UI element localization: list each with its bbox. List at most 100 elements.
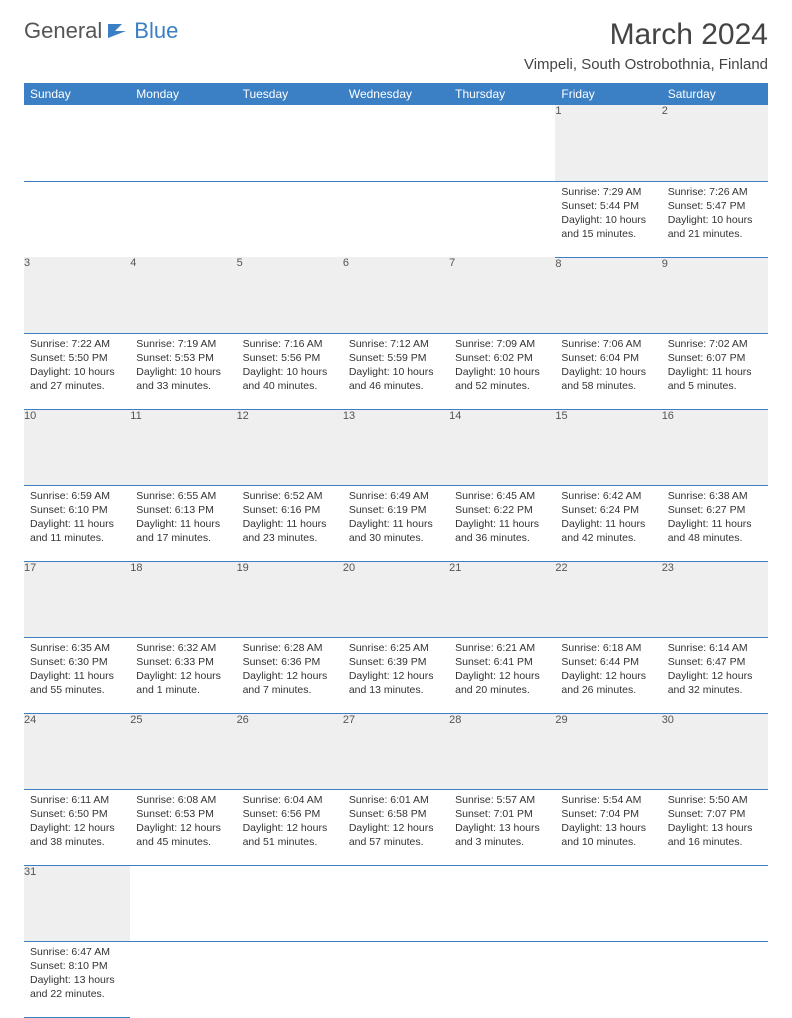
day-cell: Sunrise: 7:12 AMSunset: 5:59 PMDaylight:… — [343, 333, 449, 409]
sunrise-text: Sunrise: 6:35 AM — [30, 641, 124, 655]
sunrise-text: Sunrise: 6:47 AM — [30, 945, 124, 959]
daylight-text: Daylight: 12 hours and 45 minutes. — [136, 821, 230, 849]
daylight-text: Daylight: 10 hours and 52 minutes. — [455, 365, 549, 393]
day-number: 11 — [130, 409, 236, 485]
weekday-header: Tuesday — [237, 83, 343, 105]
day-cell-body: Sunrise: 6:08 AMSunset: 6:53 PMDaylight:… — [130, 790, 236, 855]
sunrise-text: Sunrise: 6:45 AM — [455, 489, 549, 503]
day-cell-body: Sunrise: 6:14 AMSunset: 6:47 PMDaylight:… — [662, 638, 768, 703]
daylight-text: Daylight: 10 hours and 58 minutes. — [561, 365, 655, 393]
day-cell: Sunrise: 7:26 AMSunset: 5:47 PMDaylight:… — [662, 181, 768, 257]
day-cell-body: Sunrise: 6:28 AMSunset: 6:36 PMDaylight:… — [237, 638, 343, 703]
sunrise-text: Sunrise: 6:49 AM — [349, 489, 443, 503]
day-cell-body: Sunrise: 6:45 AMSunset: 6:22 PMDaylight:… — [449, 486, 555, 551]
daylight-text: Daylight: 12 hours and 7 minutes. — [243, 669, 337, 697]
day-number-row: 10111213141516 — [24, 409, 768, 485]
sunrise-text: Sunrise: 7:26 AM — [668, 185, 762, 199]
day-cell: Sunrise: 6:45 AMSunset: 6:22 PMDaylight:… — [449, 485, 555, 561]
day-cell-body: Sunrise: 5:57 AMSunset: 7:01 PMDaylight:… — [449, 790, 555, 855]
day-cell: Sunrise: 6:18 AMSunset: 6:44 PMDaylight:… — [555, 637, 661, 713]
day-cell-body: Sunrise: 6:59 AMSunset: 6:10 PMDaylight:… — [24, 486, 130, 551]
daylight-text: Daylight: 12 hours and 1 minute. — [136, 669, 230, 697]
sunset-text: Sunset: 6:13 PM — [136, 503, 230, 517]
day-number: 3 — [24, 257, 130, 333]
day-number — [237, 105, 343, 181]
day-cell-body: Sunrise: 6:25 AMSunset: 6:39 PMDaylight:… — [343, 638, 449, 703]
day-cell — [555, 941, 661, 1017]
day-cell-body: Sunrise: 7:16 AMSunset: 5:56 PMDaylight:… — [237, 334, 343, 399]
sunset-text: Sunset: 6:50 PM — [30, 807, 124, 821]
day-number: 5 — [237, 257, 343, 333]
day-number: 17 — [24, 561, 130, 637]
daylight-text: Daylight: 11 hours and 48 minutes. — [668, 517, 762, 545]
day-number: 19 — [237, 561, 343, 637]
day-cell — [343, 941, 449, 1017]
day-number: 26 — [237, 713, 343, 789]
day-cell — [24, 181, 130, 257]
sunset-text: Sunset: 6:27 PM — [668, 503, 762, 517]
day-cell-body: Sunrise: 6:35 AMSunset: 6:30 PMDaylight:… — [24, 638, 130, 703]
flag-icon — [108, 18, 130, 44]
sunrise-text: Sunrise: 6:01 AM — [349, 793, 443, 807]
logo-text-blue: Blue — [134, 18, 178, 44]
calendar-table: SundayMondayTuesdayWednesdayThursdayFrid… — [24, 83, 768, 1018]
day-cell-body: Sunrise: 6:11 AMSunset: 6:50 PMDaylight:… — [24, 790, 130, 855]
day-number: 14 — [449, 409, 555, 485]
daylight-text: Daylight: 12 hours and 32 minutes. — [668, 669, 762, 697]
weekday-header: Monday — [130, 83, 236, 105]
day-cell: Sunrise: 6:11 AMSunset: 6:50 PMDaylight:… — [24, 789, 130, 865]
day-content-row: Sunrise: 6:47 AMSunset: 8:10 PMDaylight:… — [24, 941, 768, 1017]
day-number: 12 — [237, 409, 343, 485]
day-cell: Sunrise: 7:16 AMSunset: 5:56 PMDaylight:… — [237, 333, 343, 409]
daylight-text: Daylight: 12 hours and 20 minutes. — [455, 669, 549, 697]
daylight-text: Daylight: 10 hours and 15 minutes. — [561, 213, 655, 241]
day-number: 1 — [555, 105, 661, 181]
sunrise-text: Sunrise: 6:55 AM — [136, 489, 230, 503]
day-number-row: 24252627282930 — [24, 713, 768, 789]
day-number: 10 — [24, 409, 130, 485]
day-cell: Sunrise: 7:19 AMSunset: 5:53 PMDaylight:… — [130, 333, 236, 409]
day-cell-body: Sunrise: 5:50 AMSunset: 7:07 PMDaylight:… — [662, 790, 768, 855]
day-number — [343, 865, 449, 941]
sunset-text: Sunset: 6:44 PM — [561, 655, 655, 669]
sunset-text: Sunset: 6:10 PM — [30, 503, 124, 517]
location-text: Vimpeli, South Ostrobothnia, Finland — [24, 56, 768, 73]
day-cell: Sunrise: 6:14 AMSunset: 6:47 PMDaylight:… — [662, 637, 768, 713]
sunset-text: Sunset: 6:19 PM — [349, 503, 443, 517]
day-cell: Sunrise: 6:08 AMSunset: 6:53 PMDaylight:… — [130, 789, 236, 865]
daylight-text: Daylight: 12 hours and 26 minutes. — [561, 669, 655, 697]
weekday-header: Friday — [555, 83, 661, 105]
day-cell: Sunrise: 6:49 AMSunset: 6:19 PMDaylight:… — [343, 485, 449, 561]
daylight-text: Daylight: 11 hours and 23 minutes. — [243, 517, 337, 545]
day-cell: Sunrise: 5:57 AMSunset: 7:01 PMDaylight:… — [449, 789, 555, 865]
day-number: 25 — [130, 713, 236, 789]
calendar-body: 12Sunrise: 7:29 AMSunset: 5:44 PMDayligh… — [24, 105, 768, 1017]
sunrise-text: Sunrise: 7:29 AM — [561, 185, 655, 199]
sunset-text: Sunset: 6:02 PM — [455, 351, 549, 365]
weekday-header: Thursday — [449, 83, 555, 105]
sunset-text: Sunset: 5:53 PM — [136, 351, 230, 365]
day-cell: Sunrise: 6:21 AMSunset: 6:41 PMDaylight:… — [449, 637, 555, 713]
sunset-text: Sunset: 6:56 PM — [243, 807, 337, 821]
sunset-text: Sunset: 6:07 PM — [668, 351, 762, 365]
day-cell: Sunrise: 7:02 AMSunset: 6:07 PMDaylight:… — [662, 333, 768, 409]
day-cell: Sunrise: 6:59 AMSunset: 6:10 PMDaylight:… — [24, 485, 130, 561]
sunrise-text: Sunrise: 6:04 AM — [243, 793, 337, 807]
day-cell: Sunrise: 6:35 AMSunset: 6:30 PMDaylight:… — [24, 637, 130, 713]
daylight-text: Daylight: 11 hours and 5 minutes. — [668, 365, 762, 393]
sunrise-text: Sunrise: 6:08 AM — [136, 793, 230, 807]
day-cell: Sunrise: 6:01 AMSunset: 6:58 PMDaylight:… — [343, 789, 449, 865]
sunset-text: Sunset: 6:36 PM — [243, 655, 337, 669]
day-content-row: Sunrise: 7:22 AMSunset: 5:50 PMDaylight:… — [24, 333, 768, 409]
sunset-text: Sunset: 5:50 PM — [30, 351, 124, 365]
daylight-text: Daylight: 11 hours and 36 minutes. — [455, 517, 549, 545]
day-number-row: 17181920212223 — [24, 561, 768, 637]
day-number: 9 — [662, 257, 768, 333]
day-number: 23 — [662, 561, 768, 637]
day-cell-body: Sunrise: 7:06 AMSunset: 6:04 PMDaylight:… — [555, 334, 661, 399]
day-number — [449, 865, 555, 941]
day-cell: Sunrise: 5:54 AMSunset: 7:04 PMDaylight:… — [555, 789, 661, 865]
day-cell-body: Sunrise: 6:42 AMSunset: 6:24 PMDaylight:… — [555, 486, 661, 551]
day-number — [343, 105, 449, 181]
day-cell — [449, 941, 555, 1017]
